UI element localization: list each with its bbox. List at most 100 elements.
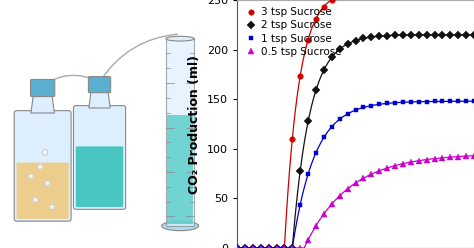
2 tsp Sucrose bbox=[234, 247, 240, 248]
2 tsp Sucrose bbox=[258, 247, 264, 248]
0.5 tsp Sucrose bbox=[471, 154, 474, 157]
Circle shape bbox=[49, 204, 55, 210]
2 tsp Sucrose bbox=[250, 247, 255, 248]
1 tsp Sucrose bbox=[416, 100, 421, 103]
0.5 tsp Sucrose bbox=[463, 155, 469, 157]
1 tsp Sucrose bbox=[471, 100, 474, 103]
1 tsp Sucrose bbox=[266, 247, 272, 248]
Ellipse shape bbox=[162, 221, 199, 231]
1 tsp Sucrose bbox=[361, 106, 366, 109]
0.5 tsp Sucrose bbox=[447, 156, 453, 159]
2 tsp Sucrose bbox=[290, 247, 295, 248]
2 tsp Sucrose bbox=[447, 33, 453, 36]
3 tsp Sucrose bbox=[242, 247, 248, 248]
3 tsp Sucrose bbox=[329, 0, 335, 1]
0.5 tsp Sucrose bbox=[353, 182, 358, 185]
FancyBboxPatch shape bbox=[17, 163, 69, 219]
2 tsp Sucrose bbox=[424, 33, 429, 36]
2 tsp Sucrose bbox=[368, 36, 374, 39]
Polygon shape bbox=[167, 115, 193, 223]
1 tsp Sucrose bbox=[321, 136, 327, 139]
2 tsp Sucrose bbox=[408, 33, 414, 36]
FancyBboxPatch shape bbox=[30, 80, 55, 96]
2 tsp Sucrose bbox=[439, 33, 445, 36]
1 tsp Sucrose bbox=[439, 100, 445, 103]
1 tsp Sucrose bbox=[376, 103, 382, 106]
0.5 tsp Sucrose bbox=[234, 247, 240, 248]
1 tsp Sucrose bbox=[305, 173, 311, 176]
Line: 1 tsp Sucrose: 1 tsp Sucrose bbox=[235, 99, 474, 248]
3 tsp Sucrose bbox=[282, 247, 287, 248]
2 tsp Sucrose bbox=[337, 48, 343, 51]
2 tsp Sucrose bbox=[432, 33, 438, 36]
Circle shape bbox=[37, 164, 43, 169]
Line: 3 tsp Sucrose: 3 tsp Sucrose bbox=[234, 0, 474, 248]
1 tsp Sucrose bbox=[273, 247, 279, 248]
2 tsp Sucrose bbox=[321, 68, 327, 71]
2 tsp Sucrose bbox=[416, 33, 421, 36]
2 tsp Sucrose bbox=[392, 34, 398, 37]
0.5 tsp Sucrose bbox=[337, 194, 343, 197]
0.5 tsp Sucrose bbox=[432, 157, 438, 160]
3 tsp Sucrose bbox=[273, 247, 279, 248]
0.5 tsp Sucrose bbox=[368, 173, 374, 176]
3 tsp Sucrose bbox=[321, 5, 327, 8]
0.5 tsp Sucrose bbox=[242, 247, 248, 248]
2 tsp Sucrose bbox=[463, 33, 469, 36]
2 tsp Sucrose bbox=[345, 42, 350, 45]
1 tsp Sucrose bbox=[329, 125, 335, 128]
2 tsp Sucrose bbox=[266, 247, 272, 248]
0.5 tsp Sucrose bbox=[416, 159, 421, 162]
1 tsp Sucrose bbox=[447, 100, 453, 103]
0.5 tsp Sucrose bbox=[282, 247, 287, 248]
2 tsp Sucrose bbox=[353, 39, 358, 42]
1 tsp Sucrose bbox=[258, 247, 264, 248]
1 tsp Sucrose bbox=[384, 102, 390, 105]
0.5 tsp Sucrose bbox=[439, 156, 445, 159]
2 tsp Sucrose bbox=[273, 247, 279, 248]
Circle shape bbox=[45, 180, 50, 186]
0.5 tsp Sucrose bbox=[400, 162, 406, 165]
FancyBboxPatch shape bbox=[73, 106, 126, 209]
0.5 tsp Sucrose bbox=[313, 224, 319, 227]
3 tsp Sucrose bbox=[250, 247, 255, 248]
2 tsp Sucrose bbox=[376, 35, 382, 38]
Circle shape bbox=[33, 197, 38, 203]
1 tsp Sucrose bbox=[234, 247, 240, 248]
1 tsp Sucrose bbox=[424, 100, 429, 103]
0.5 tsp Sucrose bbox=[273, 247, 279, 248]
1 tsp Sucrose bbox=[282, 247, 287, 248]
2 tsp Sucrose bbox=[313, 89, 319, 92]
Circle shape bbox=[28, 173, 34, 179]
1 tsp Sucrose bbox=[368, 104, 374, 107]
2 tsp Sucrose bbox=[361, 37, 366, 40]
0.5 tsp Sucrose bbox=[290, 247, 295, 248]
Polygon shape bbox=[31, 95, 55, 113]
2 tsp Sucrose bbox=[384, 34, 390, 37]
2 tsp Sucrose bbox=[456, 33, 461, 36]
2 tsp Sucrose bbox=[400, 34, 406, 37]
1 tsp Sucrose bbox=[408, 100, 414, 103]
1 tsp Sucrose bbox=[242, 247, 248, 248]
3 tsp Sucrose bbox=[266, 247, 272, 248]
0.5 tsp Sucrose bbox=[305, 238, 311, 241]
Ellipse shape bbox=[166, 36, 194, 41]
2 tsp Sucrose bbox=[282, 247, 287, 248]
0.5 tsp Sucrose bbox=[392, 164, 398, 167]
1 tsp Sucrose bbox=[250, 247, 255, 248]
3 tsp Sucrose bbox=[313, 17, 319, 20]
Line: 0.5 tsp Sucrose: 0.5 tsp Sucrose bbox=[234, 153, 474, 248]
1 tsp Sucrose bbox=[290, 247, 295, 248]
3 tsp Sucrose bbox=[305, 38, 311, 41]
FancyBboxPatch shape bbox=[88, 77, 110, 93]
3 tsp Sucrose bbox=[297, 74, 303, 77]
Polygon shape bbox=[166, 39, 194, 226]
Y-axis label: CO₂ Production (ml): CO₂ Production (ml) bbox=[188, 55, 201, 193]
1 tsp Sucrose bbox=[432, 100, 438, 103]
3 tsp Sucrose bbox=[290, 137, 295, 140]
1 tsp Sucrose bbox=[392, 101, 398, 104]
0.5 tsp Sucrose bbox=[250, 247, 255, 248]
1 tsp Sucrose bbox=[456, 100, 461, 103]
0.5 tsp Sucrose bbox=[329, 202, 335, 205]
2 tsp Sucrose bbox=[471, 33, 474, 36]
